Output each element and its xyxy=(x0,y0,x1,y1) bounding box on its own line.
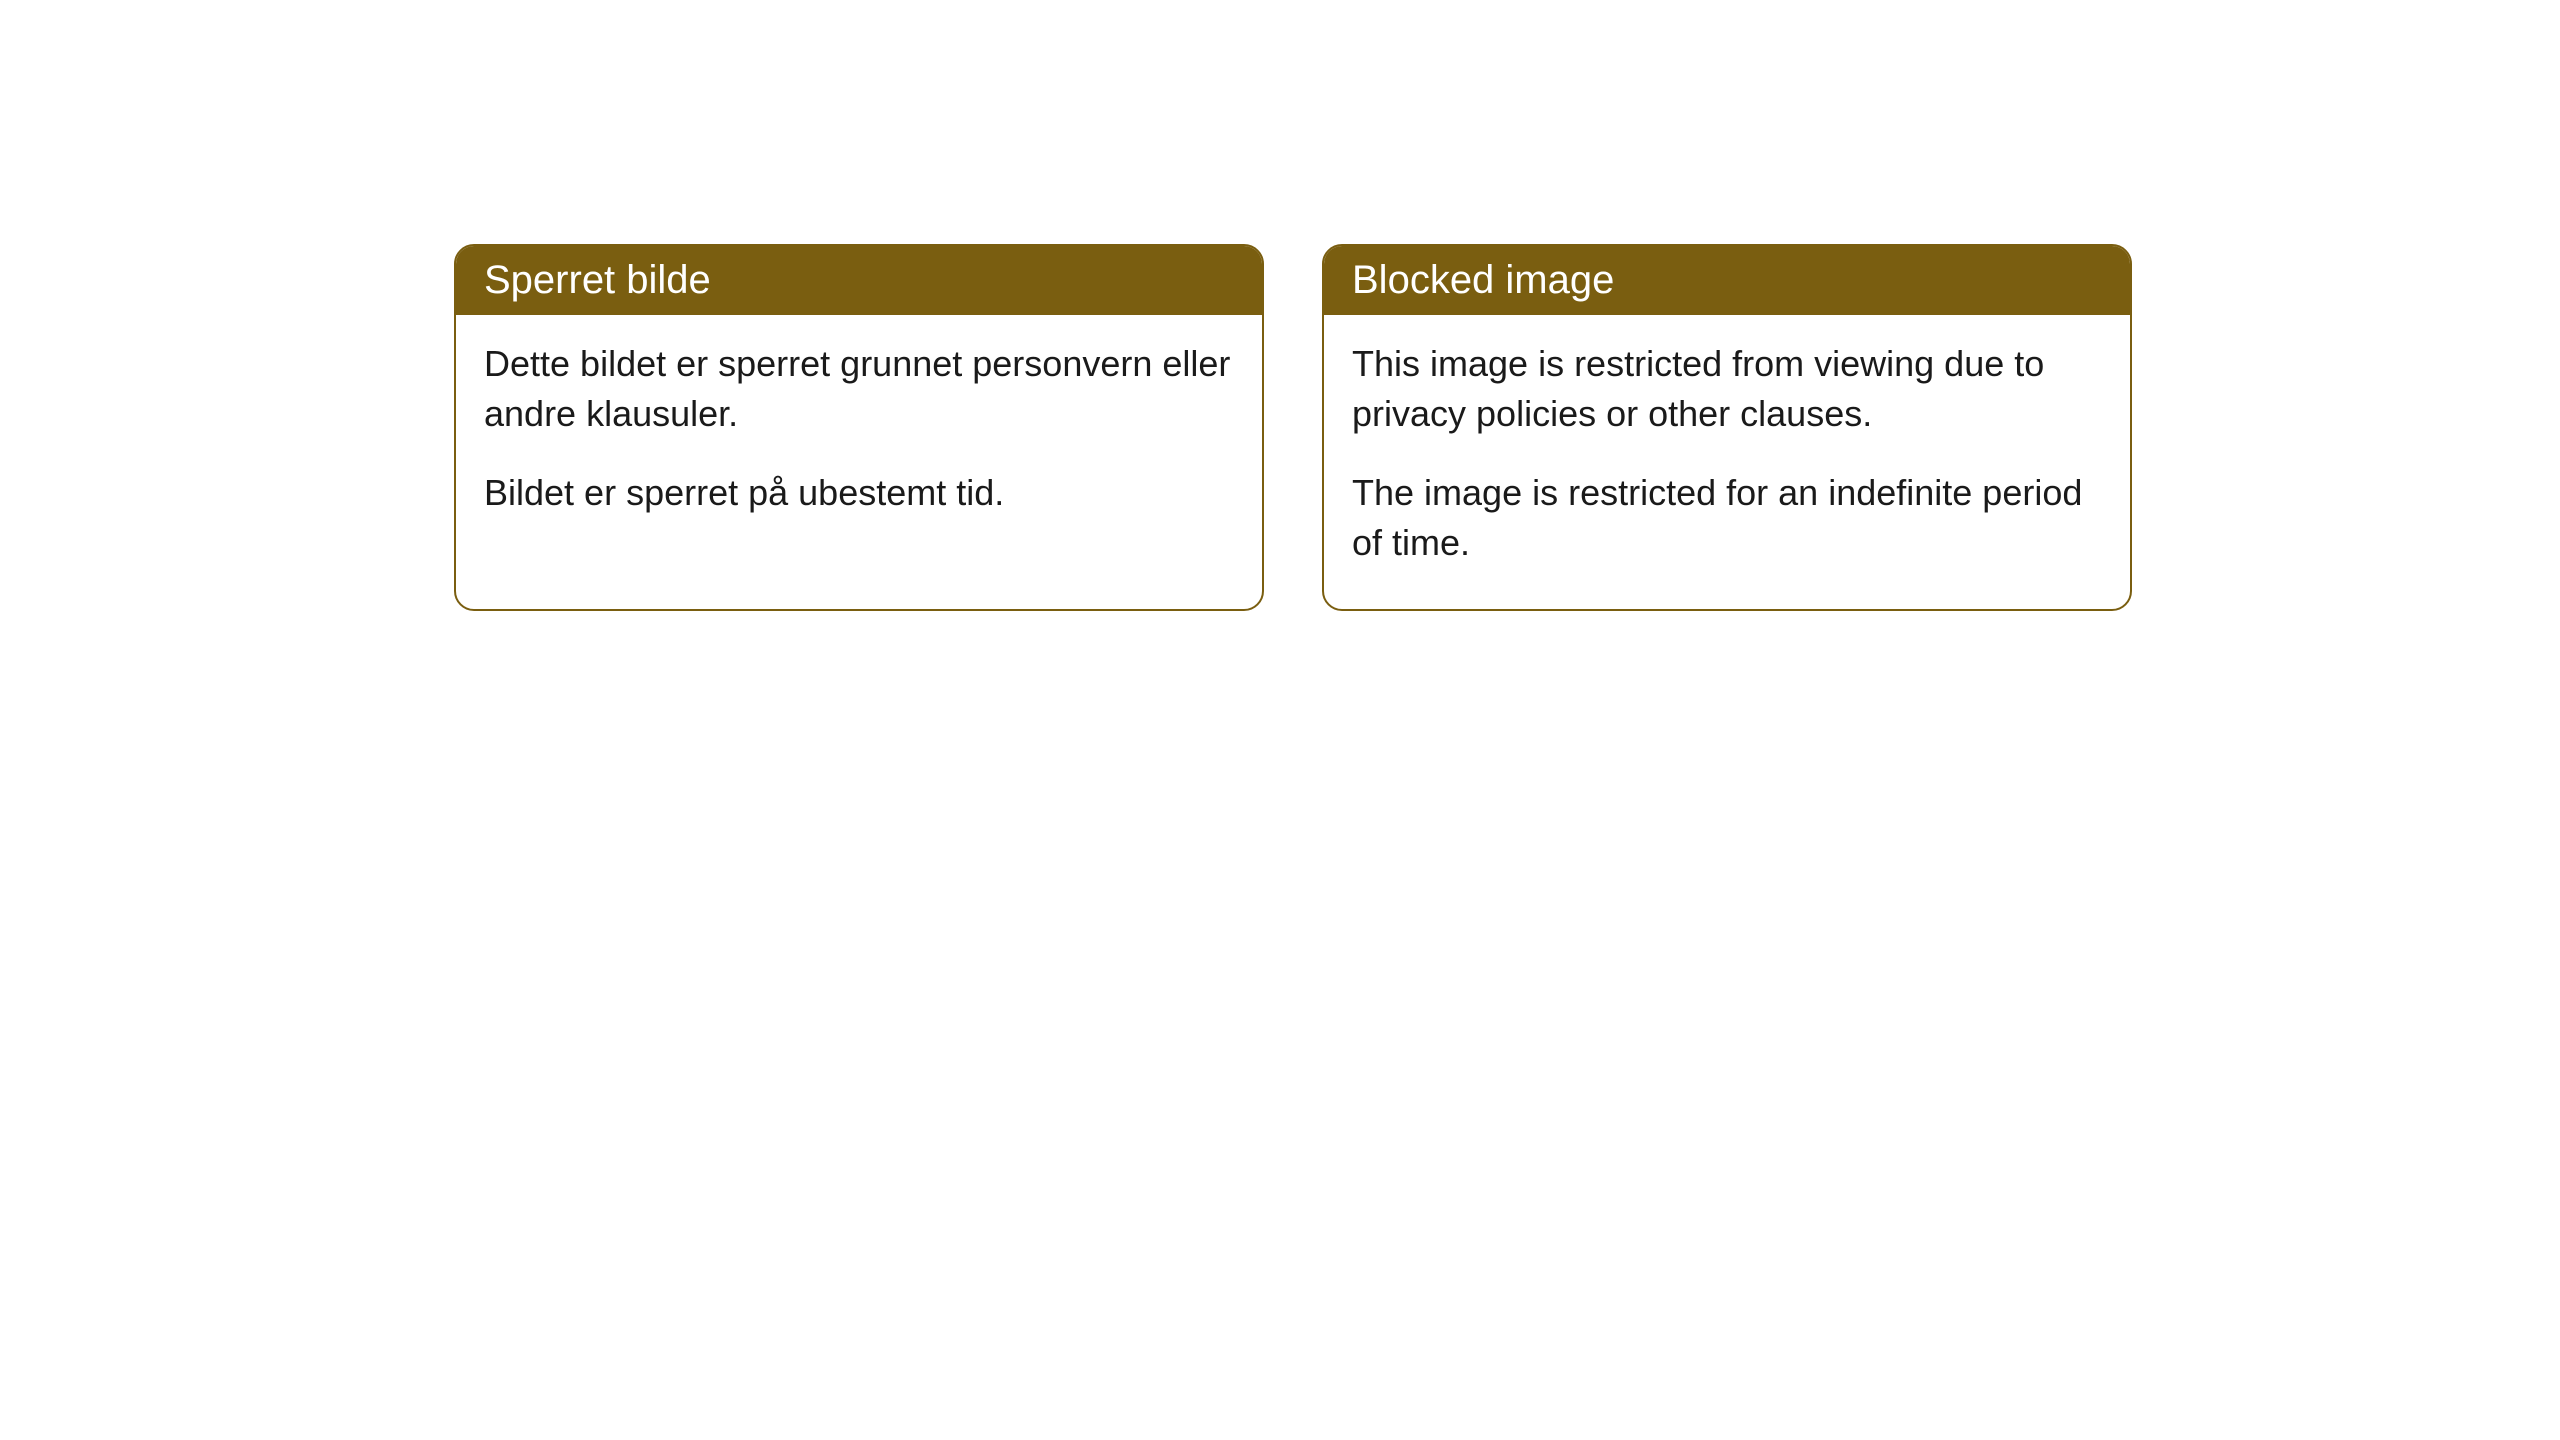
card-header: Blocked image xyxy=(1324,246,2130,315)
notice-card-norwegian: Sperret bilde Dette bildet er sperret gr… xyxy=(454,244,1264,611)
card-paragraph-2: Bildet er sperret på ubestemt tid. xyxy=(484,468,1234,518)
notice-cards-container: Sperret bilde Dette bildet er sperret gr… xyxy=(454,244,2132,611)
card-header: Sperret bilde xyxy=(456,246,1262,315)
card-title: Blocked image xyxy=(1352,258,1614,302)
card-title: Sperret bilde xyxy=(484,258,711,302)
card-body: Dette bildet er sperret grunnet personve… xyxy=(456,315,1262,558)
card-paragraph-1: This image is restricted from viewing du… xyxy=(1352,339,2102,440)
card-paragraph-2: The image is restricted for an indefinit… xyxy=(1352,468,2102,569)
card-body: This image is restricted from viewing du… xyxy=(1324,315,2130,609)
card-paragraph-1: Dette bildet er sperret grunnet personve… xyxy=(484,339,1234,440)
notice-card-english: Blocked image This image is restricted f… xyxy=(1322,244,2132,611)
